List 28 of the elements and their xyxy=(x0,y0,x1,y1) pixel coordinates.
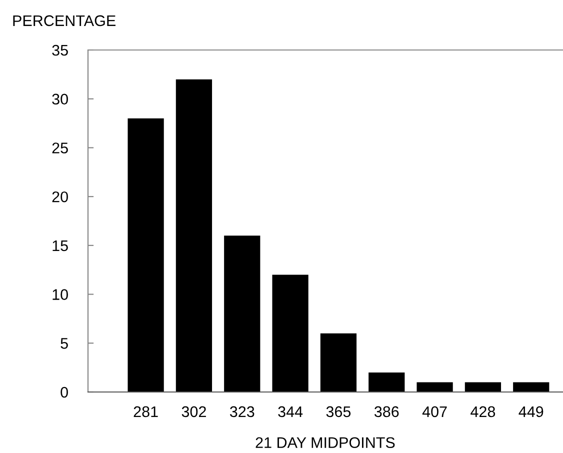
x-tick-label: 449 xyxy=(518,406,544,418)
y-axis-title: PERCENTAGE xyxy=(13,15,116,26)
x-tick-label: 428 xyxy=(470,406,496,418)
bar xyxy=(272,274,308,392)
x-tick-label: 323 xyxy=(230,406,254,418)
x-tick-label: 344 xyxy=(278,406,303,418)
y-tick-label: 25 xyxy=(52,142,68,154)
x-tick-label: 386 xyxy=(374,406,399,418)
x-tick-label: 365 xyxy=(326,406,351,418)
bar xyxy=(128,118,164,392)
y-tick-label: 30 xyxy=(52,94,68,105)
x-tick-label: 281 xyxy=(134,406,158,418)
bar xyxy=(224,236,260,392)
bar xyxy=(513,382,550,392)
y-tick-label: 35 xyxy=(52,44,68,56)
y-tick-label: 0 xyxy=(60,386,68,398)
bar xyxy=(368,372,405,392)
bar xyxy=(416,382,453,392)
bar xyxy=(464,382,502,392)
y-tick-label: 10 xyxy=(52,289,68,300)
y-tick-label: 20 xyxy=(52,191,68,202)
y-tick-label: 5 xyxy=(60,338,68,349)
x-tick-label: 302 xyxy=(182,406,206,418)
bar xyxy=(320,333,357,392)
x-axis-title: 21 DAY MIDPOINTS xyxy=(256,437,395,448)
bar xyxy=(176,79,212,392)
x-tick-label: 407 xyxy=(422,406,447,418)
y-tick-label: 15 xyxy=(52,240,68,252)
